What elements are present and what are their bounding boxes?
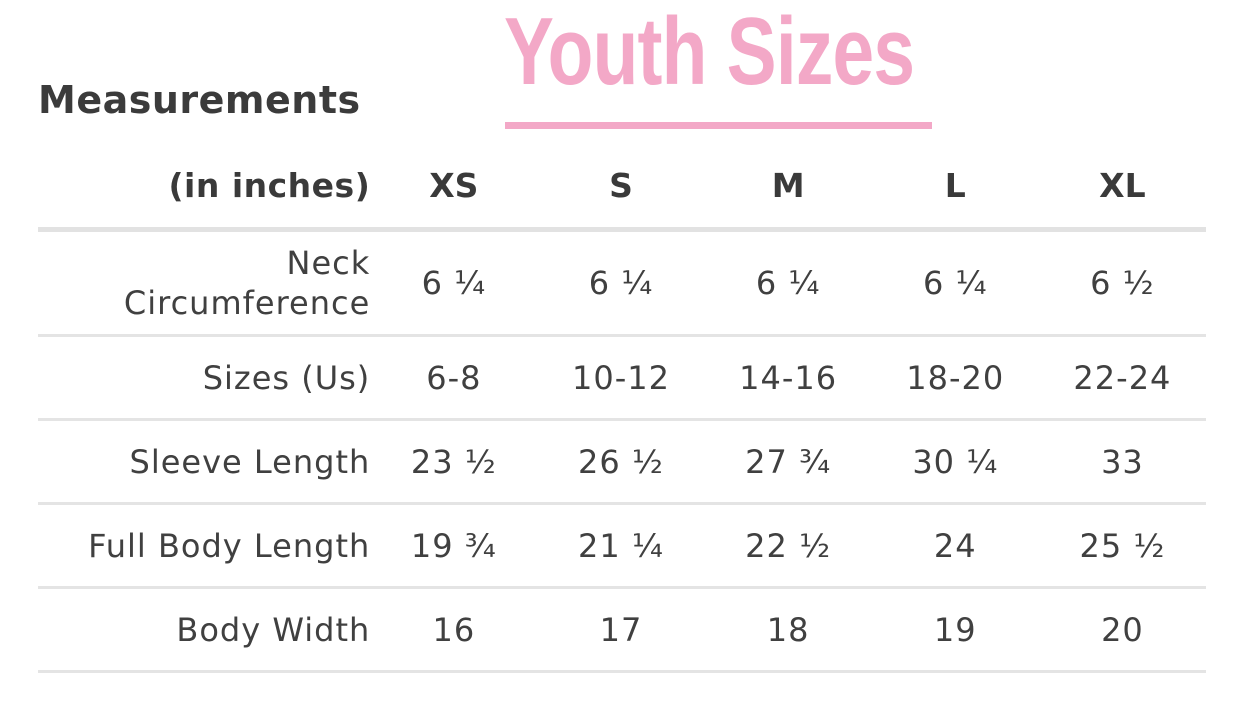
table-cell: 6 ¼ [704,229,872,337]
table-cell: 24 [871,503,1039,589]
header-row: (in inches) XS S M L XL [38,143,1206,232]
table-cell: 18 [704,587,872,673]
table-cell: 6-8 [370,335,538,421]
table-cell: 19 [871,587,1039,673]
table-row-sleeve-length: Sleeve Length 23 ½ 26 ½ 27 ¾ 30 ¼ 33 [38,419,1206,505]
column-header-m: M [704,143,872,232]
table-cell: 18-20 [871,335,1039,421]
table-cell: 27 ¾ [704,419,872,505]
table-cell: 6 ¼ [370,229,538,337]
table-cell: 16 [370,587,538,673]
column-header-l: L [871,143,1039,232]
table-row-body-width: Body Width 16 17 18 19 20 [38,587,1206,673]
column-header-s: S [537,143,705,232]
column-header-xs: XS [370,143,538,232]
row-label: Body Width [38,587,371,673]
table-cell: 25 ½ [1038,503,1206,589]
row-label: Sizes (Us) [38,335,371,421]
table-cell: 19 ¾ [370,503,538,589]
title-underline [505,122,932,129]
row-label: Sleeve Length [38,419,371,505]
page-title: Youth Sizes [504,0,915,105]
row-label-line: Neck [286,244,371,282]
table-cell: 26 ½ [537,419,705,505]
measurements-heading: Measurements [38,78,361,122]
table-row-neck-circumference: Neck Circumference 6 ¼ 6 ¼ 6 ¼ 6 ¼ 6 ½ [38,229,1206,337]
table-cell: 23 ½ [370,419,538,505]
table-cell: 6 ½ [1038,229,1206,337]
size-chart-table: (in inches) XS S M L XL Neck Circumferen… [38,143,1206,673]
table-cell: 30 ¼ [871,419,1039,505]
table-cell: 21 ¼ [537,503,705,589]
table-cell: 14-16 [704,335,872,421]
units-header: (in inches) [38,143,371,232]
table-row-full-body-length: Full Body Length 19 ¾ 21 ¼ 22 ½ 24 25 ½ [38,503,1206,589]
table-row-sizes-us: Sizes (Us) 6-8 10-12 14-16 18-20 22-24 [38,335,1206,421]
table-cell: 22-24 [1038,335,1206,421]
row-label: Full Body Length [38,503,371,589]
table-cell: 6 ¼ [537,229,705,337]
table-cell: 10-12 [537,335,705,421]
table-cell: 6 ¼ [871,229,1039,337]
table-cell: 22 ½ [704,503,872,589]
row-label-line: Circumference [123,284,371,322]
row-label: Neck Circumference [38,229,371,337]
table-cell: 17 [537,587,705,673]
table-cell: 20 [1038,587,1206,673]
column-header-xl: XL [1038,143,1206,232]
table-cell: 33 [1038,419,1206,505]
